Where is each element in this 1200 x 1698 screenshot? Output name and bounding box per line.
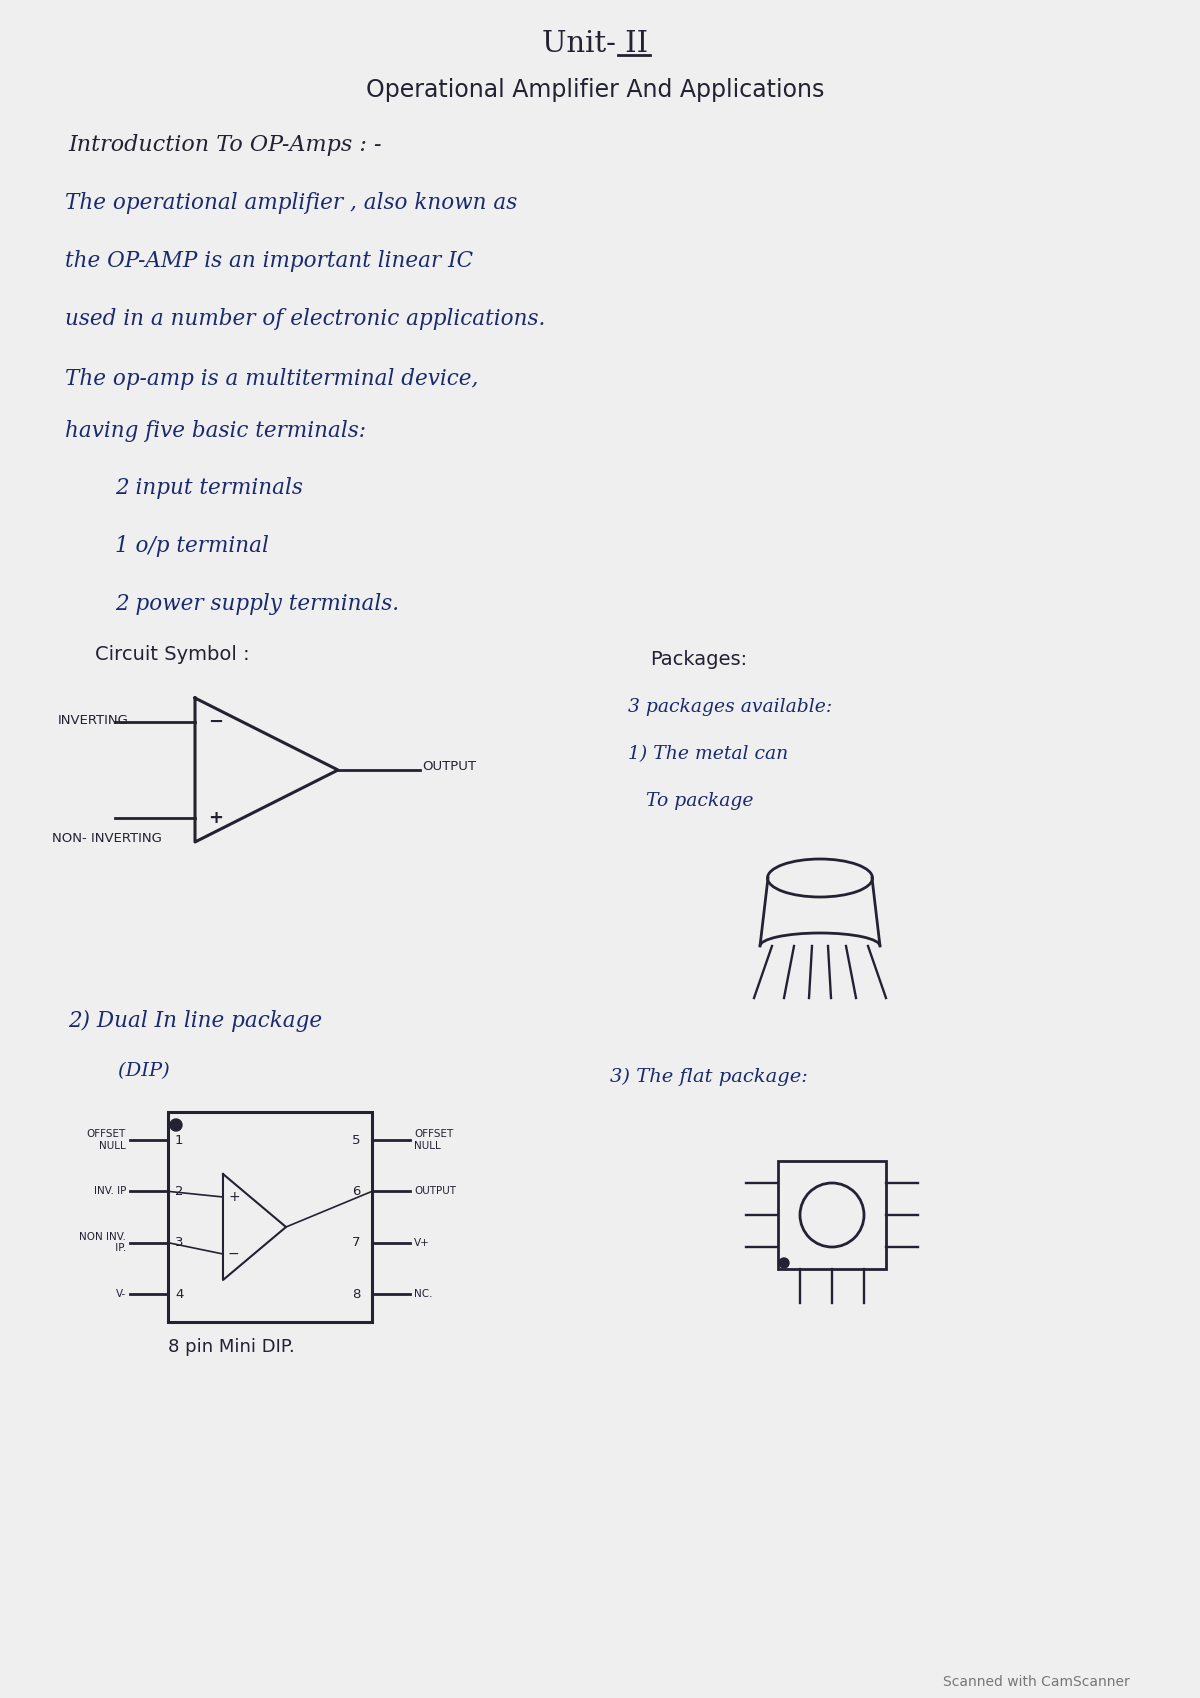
Bar [168, 1112, 372, 1323]
Text: OFFSET
NULL: OFFSET NULL [86, 1129, 126, 1151]
Text: used in a number of electronic applications.: used in a number of electronic applicati… [65, 307, 545, 329]
Text: Circuit Symbol :: Circuit Symbol : [95, 645, 250, 664]
Text: 5: 5 [352, 1134, 360, 1146]
Text: OUTPUT: OUTPUT [422, 759, 476, 773]
Text: INVERTING: INVERTING [58, 713, 128, 727]
Text: +: + [208, 808, 223, 827]
Text: INV. IP: INV. IP [94, 1187, 126, 1197]
Text: 3 packages available:: 3 packages available: [628, 698, 833, 717]
Text: NON- INVERTING: NON- INVERTING [52, 832, 162, 846]
Text: V+: V+ [414, 1238, 430, 1248]
Text: NON INV.
 IP.: NON INV. IP. [79, 1231, 126, 1253]
Text: Packages:: Packages: [650, 650, 748, 669]
Text: 8 pin Mini DIP.: 8 pin Mini DIP. [168, 1338, 295, 1357]
Text: Operational Amplifier And Applications: Operational Amplifier And Applications [366, 78, 824, 102]
Text: 3: 3 [175, 1236, 184, 1250]
Text: NC.: NC. [414, 1289, 432, 1299]
Text: OFFSET
NULL: OFFSET NULL [414, 1129, 454, 1151]
Text: 1: 1 [175, 1134, 184, 1146]
Text: the OP-AMP is an important linear IC: the OP-AMP is an important linear IC [65, 250, 473, 272]
Text: −: − [228, 1246, 240, 1262]
Text: 2 input terminals: 2 input terminals [115, 477, 302, 499]
Text: 1 o/p terminal: 1 o/p terminal [115, 535, 269, 557]
Text: 6: 6 [352, 1185, 360, 1197]
Text: 7: 7 [352, 1236, 360, 1250]
Circle shape [170, 1119, 182, 1131]
Text: 8: 8 [352, 1287, 360, 1301]
Text: (DIP): (DIP) [68, 1061, 169, 1080]
Text: 2) Dual In line package: 2) Dual In line package [68, 1010, 322, 1032]
Text: +: + [228, 1190, 240, 1204]
Text: having five basic terminals:: having five basic terminals: [65, 419, 366, 441]
Circle shape [779, 1258, 790, 1268]
Text: 3) The flat package:: 3) The flat package: [610, 1068, 808, 1087]
Text: Unit- II: Unit- II [542, 31, 648, 58]
Text: Introduction To OP-Amps : -: Introduction To OP-Amps : - [68, 134, 382, 156]
Text: −: − [208, 713, 223, 732]
Text: 4: 4 [175, 1287, 184, 1301]
Text: V-: V- [115, 1289, 126, 1299]
Text: The op-amp is a multiterminal device,: The op-amp is a multiterminal device, [65, 368, 479, 391]
Text: 2 power supply terminals.: 2 power supply terminals. [115, 593, 400, 615]
Bar [778, 1161, 886, 1268]
Text: Scanned with CamScanner: Scanned with CamScanner [943, 1674, 1130, 1690]
Text: 1) The metal can: 1) The metal can [628, 745, 788, 762]
Text: To package: To package [628, 791, 754, 810]
Text: The operational amplifier , also known as: The operational amplifier , also known a… [65, 192, 517, 214]
Text: OUTPUT: OUTPUT [414, 1187, 456, 1197]
Text: 2: 2 [175, 1185, 184, 1197]
